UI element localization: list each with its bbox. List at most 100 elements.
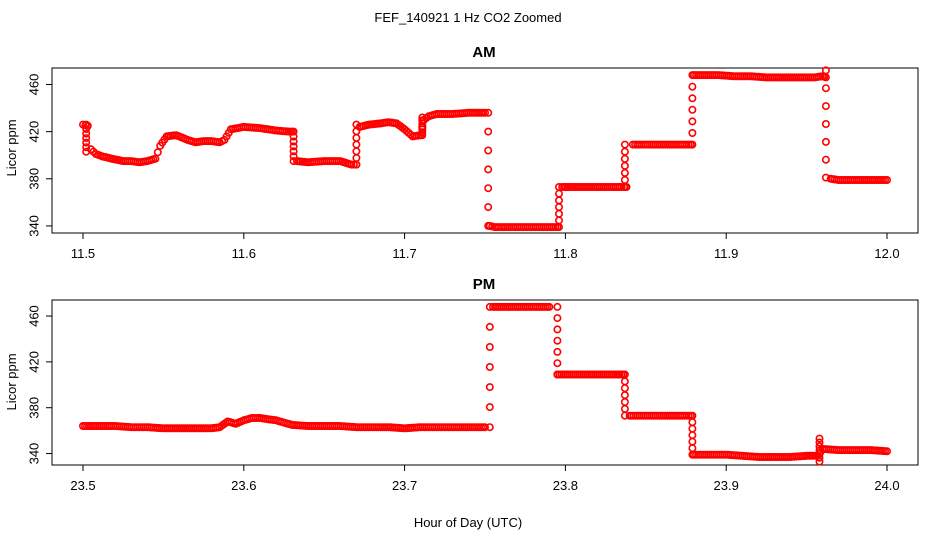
am-ytick-label: 340 xyxy=(27,215,42,237)
am-ytick-label: 420 xyxy=(27,121,42,143)
pm-xtick-label: 23.5 xyxy=(70,478,95,493)
am-transition-point xyxy=(289,137,298,146)
am-transition-point xyxy=(82,134,91,143)
pm-data-points xyxy=(79,302,891,466)
am-transition-point xyxy=(484,146,493,155)
am-transition-point xyxy=(821,66,830,75)
am-axis-ticks: 11.5 11.6 11.7 11.8 11.9 12.0 340 380 420 460 xyxy=(27,74,900,261)
pm-data-point xyxy=(480,423,489,432)
am-transition-point xyxy=(821,173,830,182)
pm-ytick-label: 340 xyxy=(27,443,42,465)
am-transition-point xyxy=(554,183,563,192)
pm-panel-title: PM xyxy=(473,276,496,293)
am-transition-point xyxy=(484,108,493,117)
pm-transition-point xyxy=(553,347,562,356)
am-data-points xyxy=(79,66,891,232)
pm-xtick-label: 23.7 xyxy=(392,478,417,493)
pm-transition-point xyxy=(485,383,494,392)
am-transition-point xyxy=(484,127,493,136)
am-transition-point xyxy=(418,113,427,122)
am-transition-point xyxy=(82,120,91,129)
am-data-point xyxy=(480,108,489,117)
pm-transition-point xyxy=(688,450,697,459)
am-transition-point xyxy=(352,120,361,129)
am-transition-point xyxy=(484,184,493,193)
pm-transition-point xyxy=(485,302,494,311)
pm-transition-point xyxy=(485,423,494,432)
am-xtick-label: 12.0 xyxy=(874,246,899,261)
pm-transition-point xyxy=(553,370,562,379)
pm-data-point xyxy=(882,447,891,456)
pm-transition-point xyxy=(815,438,824,447)
pm-transition-point xyxy=(553,359,562,368)
pm-xtick-label: 23.8 xyxy=(553,478,578,493)
am-transition-point xyxy=(484,221,493,230)
am-transition-point xyxy=(484,165,493,174)
am-transition-point xyxy=(82,143,91,152)
am-transition-point xyxy=(688,117,697,126)
pm-transition-point xyxy=(815,449,824,458)
pm-transition-point xyxy=(620,411,629,420)
pm-plot-frame xyxy=(51,299,919,466)
am-xtick-label: 11.8 xyxy=(553,246,577,261)
am-ytick-label: 460 xyxy=(27,74,42,96)
am-transition-point xyxy=(82,125,91,134)
pm-transition-point xyxy=(485,362,494,371)
pm-transition-point xyxy=(485,403,494,412)
am-transition-point xyxy=(82,138,91,147)
am-transition-point xyxy=(289,142,298,151)
am-transition-point xyxy=(688,94,697,103)
am-transition-point xyxy=(688,82,697,91)
am-transition-point xyxy=(688,129,697,138)
pm-ytick-label: 380 xyxy=(27,397,42,419)
am-transition-point xyxy=(821,84,830,93)
pm-transition-point xyxy=(815,446,824,455)
pm-transition-point xyxy=(815,453,824,462)
pm-transition-point xyxy=(553,314,562,323)
pm-transition-point xyxy=(815,434,824,443)
am-transition-point xyxy=(289,147,298,156)
am-transition-point xyxy=(620,140,629,149)
am-panel: AM Licor ppm 11.5 11.6 11.7 11.8 11.9 12.0 340… xyxy=(4,44,919,261)
am-transition-point xyxy=(289,132,298,141)
am-plot-frame xyxy=(51,67,919,234)
pm-transition-point xyxy=(485,322,494,331)
am-xtick-label: 11.9 xyxy=(714,246,738,261)
am-transition-point xyxy=(821,155,830,164)
am-ytick-label: 380 xyxy=(27,168,42,190)
am-transition-point xyxy=(688,140,697,149)
am-transition-point xyxy=(418,116,427,125)
am-transition-point xyxy=(688,71,697,80)
pm-panel: PM Licor ppm 23.5 23.6 23.7 23.8 23.9 24.0 340… xyxy=(4,276,919,493)
am-xtick-label: 11.7 xyxy=(392,246,416,261)
am-data-point xyxy=(153,148,162,157)
am-xtick-label: 11.5 xyxy=(71,246,95,261)
pm-axis-ticks: 23.5 23.6 23.7 23.8 23.9 24.0 340 380 420 460 xyxy=(27,305,900,493)
pm-ytick-label: 420 xyxy=(27,351,42,373)
am-transition-point xyxy=(289,127,298,136)
am-data-point xyxy=(151,154,160,163)
am-transition-point xyxy=(821,137,830,146)
am-data-point xyxy=(349,160,358,169)
figure-title: FEF_140921 1 Hz CO2 Zoomed xyxy=(374,10,561,25)
am-transition-point xyxy=(82,129,91,138)
pm-transition-point xyxy=(815,457,824,466)
pm-panel-ylabel: Licor ppm xyxy=(4,353,19,410)
pm-xtick-label: 23.9 xyxy=(714,478,739,493)
pm-transition-point xyxy=(553,336,562,345)
am-transition-point xyxy=(82,147,91,156)
pm-xtick-label: 23.6 xyxy=(231,478,256,493)
am-transition-point xyxy=(484,203,493,212)
am-data-point xyxy=(882,176,891,185)
am-panel-title: AM xyxy=(472,44,495,61)
pm-xtick-label: 24.0 xyxy=(874,478,899,493)
pm-transition-point xyxy=(553,302,562,311)
am-xtick-label: 11.6 xyxy=(232,246,256,261)
pm-transition-point xyxy=(485,342,494,351)
am-transition-point xyxy=(821,120,830,129)
pm-ytick-label: 460 xyxy=(27,305,42,327)
am-panel-ylabel: Licor ppm xyxy=(4,119,19,176)
am-transition-point xyxy=(289,157,298,166)
